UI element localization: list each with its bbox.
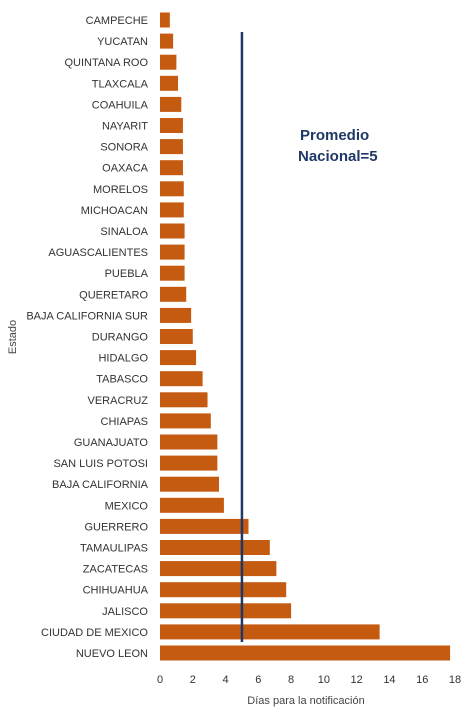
category-label: CHIHUAHUA [83,585,149,597]
category-label: AGUASCALIENTES [48,247,148,259]
bar [160,413,211,429]
category-label: SAN LUIS POTOSI [53,458,148,470]
bar [160,244,185,260]
category-label: QUERETARO [79,289,148,301]
bar [160,624,380,640]
category-label: PUEBLA [105,268,149,280]
x-tick-label: 14 [383,674,395,686]
bar [160,476,219,492]
y-axis-title: Estado [7,320,19,354]
category-label: COAHUILA [92,99,149,111]
category-label: TAMAULIPAS [80,543,148,555]
category-label: NAYARIT [102,121,148,133]
x-tick-label: 18 [449,674,461,686]
bars [160,12,451,661]
category-label: MORELOS [93,184,148,196]
category-label: SINALOA [100,226,148,238]
x-tick-label: 10 [318,674,330,686]
bar [160,582,287,598]
category-label: CHIAPAS [101,416,148,428]
category-label: QUINTANA ROO [64,57,148,69]
bar [160,540,270,555]
bar [160,329,193,344]
x-tick-label: 4 [222,674,228,686]
x-tick-label: 8 [288,674,294,686]
category-label: BAJA CALIFORNIA [52,479,149,491]
bar [160,160,183,176]
bar [160,497,224,513]
bar [160,118,183,133]
category-label: TABASCO [96,374,148,386]
category-label: NUEVO LEON [76,648,148,660]
bar [160,603,292,619]
bar [160,518,249,534]
category-label: HIDALGO [98,353,148,365]
bar [160,561,277,577]
category-label: ZACATECAS [83,564,148,576]
category-label: GUANAJUATO [74,437,149,449]
category-label: MICHOACAN [81,205,148,217]
bar [160,645,451,661]
bar [160,139,183,155]
x-tick-label: 16 [416,674,428,686]
x-tick-label: 0 [157,674,163,686]
reference-annotation-line1: Promedio [300,127,369,144]
category-label: BAJA CALIFORNIA SUR [26,310,148,322]
category-label: YUCATAN [97,36,148,48]
category-labels: CAMPECHE YUCATAN QUINTANA ROO TLAXCALA COAHU… [26,15,148,660]
bar [160,12,170,28]
bar [160,371,203,387]
bar [160,392,208,408]
bar [160,54,177,70]
x-tick-label: 12 [351,674,363,686]
bar [160,75,179,91]
reference-annotation-line2: Nacional=5 [298,148,378,165]
x-tick-label: 2 [190,674,196,686]
bar [160,265,185,281]
category-label: DURANGO [92,332,149,344]
category-label: CIUDAD DE MEXICO [41,627,148,639]
bar [160,455,218,471]
category-label: CAMPECHE [86,15,148,27]
bar [160,96,182,112]
category-label: TLAXCALA [92,78,149,90]
bar [160,307,192,323]
bar [160,286,187,302]
category-label: GUERRERO [84,521,148,533]
bar [160,33,174,49]
bar [160,202,184,218]
bar [160,181,184,197]
bar [160,350,197,366]
x-tick-label: 6 [255,674,261,686]
bar [160,434,218,450]
bar [160,223,185,239]
x-axis-title: Días para la notificación [247,695,364,707]
category-label: SONORA [100,142,148,154]
category-label: OAXACA [102,163,149,175]
category-label: JALISCO [102,606,148,618]
x-tick-labels: 0 2 4 6 8 10 12 14 16 18 [157,674,461,686]
category-label: VERACRUZ [87,395,148,407]
category-label: MEXICO [105,500,149,512]
